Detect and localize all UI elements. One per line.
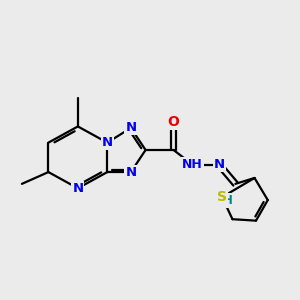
Text: N: N (125, 122, 136, 134)
Text: N: N (102, 136, 113, 149)
Text: H: H (223, 194, 233, 207)
Text: N: N (125, 166, 136, 178)
Text: N: N (214, 158, 225, 171)
Text: N: N (72, 182, 83, 195)
Text: NH: NH (182, 158, 203, 171)
Text: O: O (168, 115, 179, 129)
Text: S: S (217, 190, 227, 204)
